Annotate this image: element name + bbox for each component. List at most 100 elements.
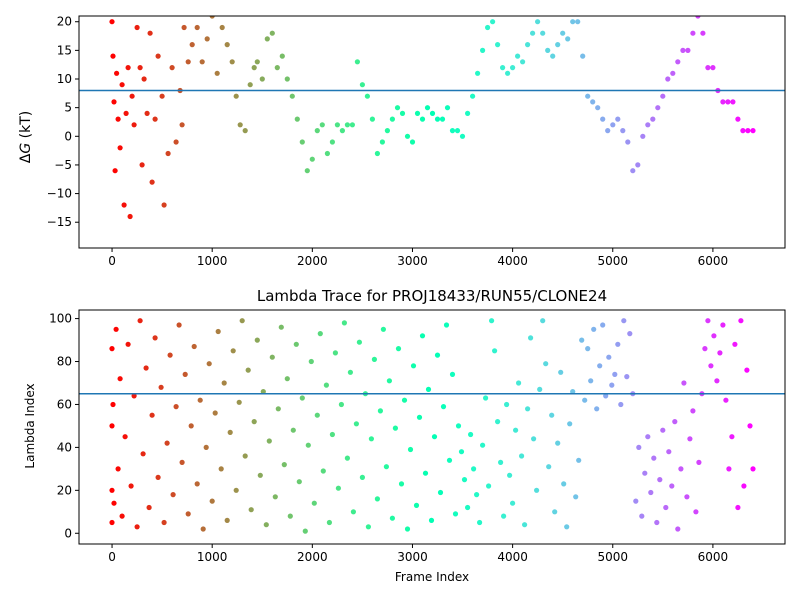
- data-point: [398, 481, 405, 487]
- data-point: [595, 105, 601, 111]
- data-point: [639, 513, 645, 519]
- data-point: [137, 318, 143, 324]
- data-point: [209, 498, 215, 504]
- data-point: [224, 42, 230, 48]
- data-point: [392, 425, 398, 431]
- data-point: [299, 139, 305, 145]
- data-point: [492, 348, 498, 354]
- data-point: [224, 517, 230, 524]
- data-point: [454, 128, 461, 134]
- data-point: [155, 474, 161, 480]
- data-point: [535, 19, 541, 25]
- data-point: [344, 122, 350, 128]
- data-point: [349, 122, 355, 128]
- data-point: [419, 333, 426, 339]
- data-point: [269, 354, 275, 360]
- data-point: [194, 24, 200, 31]
- data-point: [750, 128, 756, 134]
- data-point: [121, 202, 127, 208]
- data-point: [573, 494, 579, 500]
- data-point: [165, 150, 171, 157]
- x-tick-label: 3000: [397, 254, 428, 268]
- lambda-x-ticks: 0 1000 2000 3000 4000 5000 6000: [108, 544, 728, 564]
- data-point: [600, 116, 606, 122]
- data-point: [515, 53, 521, 59]
- y-tick-label: −10: [47, 187, 72, 201]
- data-point: [475, 70, 481, 76]
- y-tick-label: −5: [54, 158, 72, 172]
- y-tick-label: 80: [57, 355, 72, 369]
- data-point: [575, 19, 581, 25]
- data-point: [181, 24, 187, 31]
- data-point: [500, 65, 506, 71]
- data-point: [434, 116, 441, 122]
- data-point: [200, 526, 206, 532]
- data-point: [115, 466, 121, 472]
- data-point: [552, 509, 558, 515]
- data-point: [239, 318, 245, 324]
- data-point: [338, 401, 344, 408]
- data-point: [449, 371, 456, 377]
- data-point: [214, 70, 220, 76]
- data-point: [110, 53, 116, 59]
- data-point: [461, 477, 468, 483]
- data-point: [111, 99, 117, 105]
- data-point: [470, 93, 476, 99]
- data-point: [750, 466, 756, 472]
- data-point: [477, 519, 483, 526]
- data-point: [269, 30, 275, 36]
- data-point: [651, 455, 657, 461]
- data-point: [311, 500, 317, 506]
- data-point: [695, 16, 701, 19]
- data-point: [113, 326, 119, 332]
- data-point: [335, 485, 341, 491]
- data-point: [714, 378, 720, 384]
- data-point: [582, 397, 588, 403]
- data-point: [233, 487, 239, 493]
- data-point: [681, 380, 687, 386]
- data-point: [389, 515, 395, 521]
- data-point: [519, 453, 525, 459]
- data-point: [141, 76, 147, 82]
- delta-g-panel: 0 1000 2000 3000 4000 5000 6000 −15 −10 −5 0 5 10 15…: [18, 15, 786, 268]
- data-point: [621, 318, 627, 324]
- data-point: [690, 30, 696, 36]
- data-point: [119, 513, 125, 519]
- data-point: [374, 496, 380, 502]
- data-point: [680, 47, 686, 54]
- data-point: [140, 451, 146, 457]
- data-point: [672, 419, 678, 425]
- data-point: [443, 322, 450, 328]
- y-tick-label: 15: [57, 43, 72, 57]
- data-point: [522, 522, 528, 528]
- data-point: [119, 82, 125, 88]
- data-point: [615, 116, 621, 122]
- data-point: [161, 519, 167, 526]
- data-point: [655, 105, 661, 111]
- data-point: [747, 423, 753, 429]
- data-point: [263, 522, 269, 528]
- data-point: [173, 404, 179, 410]
- data-point: [324, 150, 330, 157]
- data-point: [429, 110, 436, 116]
- data-point: [580, 53, 586, 59]
- lambda-panel: Lambda Trace for PROJ18433/RUN55/CLONE24…: [23, 287, 786, 584]
- data-point: [394, 105, 401, 111]
- data-point: [597, 363, 603, 369]
- data-point: [740, 128, 746, 134]
- data-point: [434, 352, 441, 358]
- data-point: [203, 444, 209, 450]
- data-point: [334, 122, 340, 128]
- lambda-x-axis-label: Frame Index: [395, 570, 469, 584]
- data-point: [525, 42, 531, 48]
- data-point: [537, 386, 543, 392]
- data-point: [720, 99, 726, 105]
- data-point: [260, 389, 266, 395]
- data-point: [576, 457, 582, 463]
- data-point: [359, 82, 365, 88]
- data-point: [465, 504, 471, 511]
- data-point: [191, 343, 197, 350]
- data-point: [110, 401, 116, 408]
- data-point: [359, 474, 365, 480]
